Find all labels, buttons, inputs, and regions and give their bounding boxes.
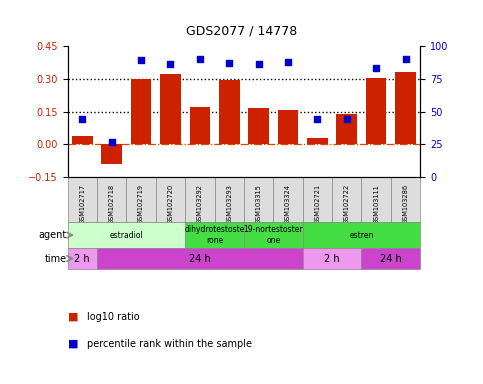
Bar xyxy=(366,78,386,144)
Bar xyxy=(68,222,185,248)
Text: ■: ■ xyxy=(68,339,78,349)
Text: 2 h: 2 h xyxy=(324,253,340,263)
Text: time: time xyxy=(45,253,67,263)
Point xyxy=(284,59,292,65)
Text: ■: ■ xyxy=(68,312,78,322)
Bar xyxy=(395,72,416,144)
Text: GSM103286: GSM103286 xyxy=(402,184,409,224)
Text: GSM102719: GSM102719 xyxy=(138,184,144,224)
Text: GSM102717: GSM102717 xyxy=(79,184,85,224)
Bar xyxy=(244,222,303,248)
Text: GSM102720: GSM102720 xyxy=(168,184,173,224)
Text: GSM103292: GSM103292 xyxy=(197,184,203,224)
Text: dihydrotestoste
rone: dihydrotestoste rone xyxy=(185,225,245,245)
Bar xyxy=(332,177,361,222)
Bar xyxy=(219,80,240,144)
Text: GSM102721: GSM102721 xyxy=(314,184,320,224)
Bar xyxy=(303,177,332,222)
Bar xyxy=(160,74,181,144)
Bar xyxy=(185,177,214,222)
Bar xyxy=(97,248,303,269)
Bar xyxy=(101,144,122,164)
Bar xyxy=(361,248,420,269)
Text: estren: estren xyxy=(349,231,374,240)
Text: 24 h: 24 h xyxy=(380,253,402,263)
Text: 2 h: 2 h xyxy=(74,253,90,263)
Bar xyxy=(185,222,244,248)
Text: 24 h: 24 h xyxy=(189,253,211,263)
Point xyxy=(226,60,233,66)
Text: 19-nortestoster
one: 19-nortestoster one xyxy=(243,225,303,245)
Text: GSM103111: GSM103111 xyxy=(373,184,379,223)
Bar xyxy=(361,177,391,222)
Point xyxy=(313,116,321,122)
Point xyxy=(137,58,145,64)
Bar xyxy=(189,107,210,144)
Point xyxy=(167,61,174,68)
Bar xyxy=(97,177,127,222)
Bar xyxy=(278,111,298,144)
Bar xyxy=(72,136,93,144)
Point xyxy=(78,116,86,122)
Bar xyxy=(303,222,420,248)
Bar xyxy=(337,114,357,144)
Point xyxy=(402,56,410,62)
Text: GSM103324: GSM103324 xyxy=(285,184,291,224)
Bar xyxy=(68,248,97,269)
Bar xyxy=(214,177,244,222)
Text: GSM103293: GSM103293 xyxy=(226,184,232,224)
Text: agent: agent xyxy=(39,230,67,240)
Text: estradiol: estradiol xyxy=(110,231,143,240)
Bar xyxy=(273,177,303,222)
Point xyxy=(196,56,204,62)
Point xyxy=(343,116,351,122)
Text: percentile rank within the sample: percentile rank within the sample xyxy=(87,339,252,349)
Text: GSM102718: GSM102718 xyxy=(109,184,114,224)
Bar xyxy=(391,177,420,222)
Bar xyxy=(127,177,156,222)
Bar xyxy=(244,177,273,222)
Text: GDS2077 / 14778: GDS2077 / 14778 xyxy=(186,25,297,38)
Bar xyxy=(68,177,97,222)
Text: GSM103315: GSM103315 xyxy=(256,184,262,224)
Bar xyxy=(303,248,361,269)
Text: GSM102722: GSM102722 xyxy=(344,184,350,224)
Bar xyxy=(248,108,269,144)
Bar xyxy=(307,138,327,144)
Point xyxy=(255,61,262,68)
Text: log10 ratio: log10 ratio xyxy=(87,312,140,322)
Bar xyxy=(156,177,185,222)
Bar xyxy=(131,79,151,144)
Point xyxy=(372,65,380,71)
Point xyxy=(108,139,115,145)
